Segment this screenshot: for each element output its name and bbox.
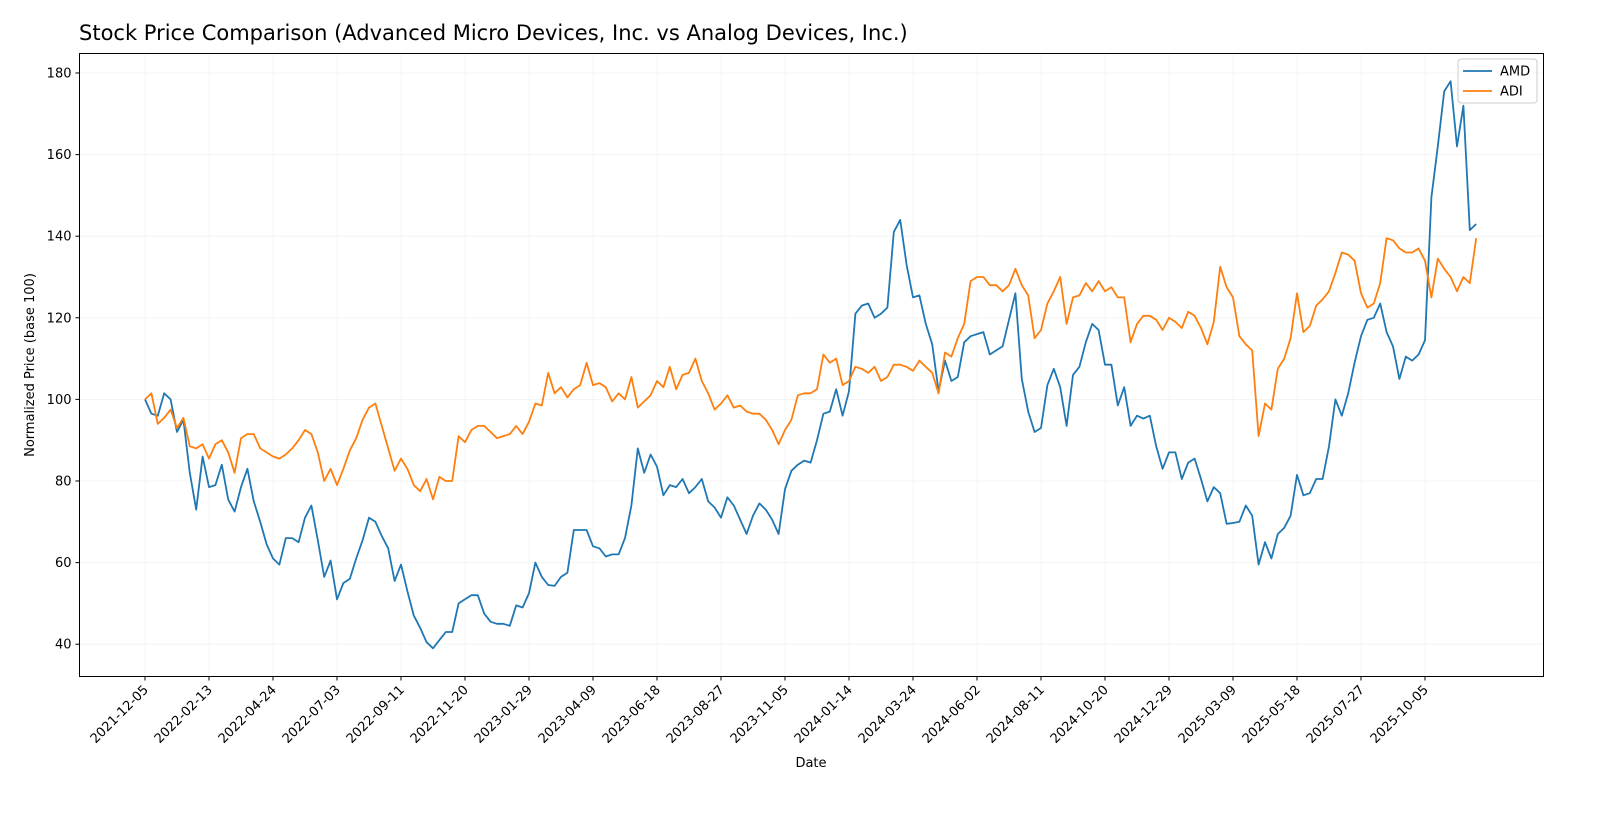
y-tick-label: 40 <box>55 638 72 653</box>
x-tick-label: 2024-08-11 <box>984 683 1048 747</box>
x-tick-label: 2022-07-03 <box>280 683 344 747</box>
legend: AMD ADI <box>1457 58 1538 104</box>
y-tick-label: 80 <box>55 475 72 490</box>
x-tick-label: 2022-09-11 <box>344 683 408 747</box>
x-axis-label: Date <box>795 756 826 771</box>
x-tick-label: 2025-07-27 <box>1304 683 1368 747</box>
x-tick-label: 2024-06-02 <box>920 683 984 747</box>
x-tick-label: 2024-10-20 <box>1048 683 1112 747</box>
x-axis: 2021-12-05 2022-02-13 2022-04-24 2022-07-03… <box>88 676 1432 747</box>
x-tick-label: 2022-11-20 <box>408 683 472 747</box>
y-tick-label: 120 <box>47 311 72 326</box>
series-line-amd <box>144 80 1477 650</box>
y-axis-label: Normalized Price (base 100) <box>23 273 38 457</box>
x-tick-label: 2025-05-18 <box>1240 683 1304 747</box>
y-tick-label: 180 <box>47 67 72 82</box>
x-tick-label: 2023-04-09 <box>536 683 600 747</box>
plot-area-frame <box>79 53 1544 677</box>
x-tick-label: 2021-12-05 <box>88 683 152 747</box>
y-tick-label: 160 <box>47 148 72 163</box>
series-line-adi <box>144 237 1478 501</box>
x-tick-label: 2025-03-09 <box>1176 683 1240 747</box>
x-tick-label: 2022-04-24 <box>216 683 280 747</box>
x-tick-label: 2024-01-14 <box>792 683 856 747</box>
y-tick-label: 140 <box>47 230 72 245</box>
x-tick-label: 2024-03-24 <box>856 683 920 747</box>
x-tick-label: 2022-02-13 <box>152 683 216 747</box>
y-axis: 40 60 80 100 120 140 160 180 <box>47 67 80 653</box>
grid <box>79 53 1544 677</box>
x-tick-label: 2024-12-29 <box>1112 683 1176 747</box>
x-tick-label: 2025-10-05 <box>1368 683 1432 747</box>
y-tick-label: 100 <box>47 393 72 408</box>
legend-box <box>1457 58 1538 104</box>
chart-title: Stock Price Comparison (Advanced Micro D… <box>79 21 908 45</box>
legend-label-adi: ADI <box>1500 85 1523 100</box>
x-tick-label: 2023-11-05 <box>728 683 792 747</box>
x-tick-label: 2023-08-27 <box>664 683 728 747</box>
x-tick-label: 2023-06-18 <box>600 683 664 747</box>
x-tick-label: 2023-01-29 <box>472 683 536 747</box>
y-tick-label: 60 <box>55 556 72 571</box>
series-lines <box>144 80 1478 650</box>
legend-label-amd: AMD <box>1500 65 1530 80</box>
